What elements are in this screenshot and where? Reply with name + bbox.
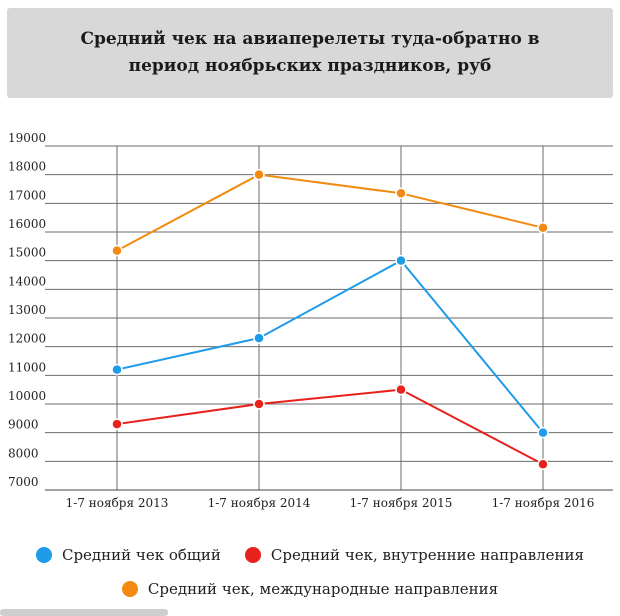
legend-swatch-international <box>121 581 138 597</box>
data-point[interactable] <box>253 332 265 344</box>
legend-row-2: Средний чек, международные направления <box>0 577 620 601</box>
line-chart: 7000 8000 9000 10000 11000 12000 13000 14000 150… <box>8 131 613 510</box>
y-tick-label: 18000 <box>8 160 46 174</box>
series-line <box>116 388 544 466</box>
data-point[interactable] <box>111 418 123 430</box>
data-point[interactable] <box>537 221 549 234</box>
y-tick-label: 7000 <box>8 475 39 489</box>
y-tick-label: 9000 <box>8 418 39 432</box>
y-tick-label: 14000 <box>8 274 46 288</box>
legend-label-domestic: Средний чек, внутренние направления <box>270 546 585 564</box>
y-tick-label: 15000 <box>8 246 46 260</box>
data-point[interactable] <box>111 363 123 376</box>
y-tick-label: 10000 <box>8 389 46 403</box>
legend-label-international: Средний чек, международные направления <box>147 580 499 598</box>
data-point[interactable] <box>111 244 123 257</box>
x-tick-label: 1-7 ноября 2013 <box>66 496 169 510</box>
legend-label-total: Средний чек общий <box>61 546 221 564</box>
y-tick-label: 8000 <box>8 446 39 460</box>
data-point[interactable] <box>395 254 407 267</box>
legend-item-international: Средний чек, международные направления <box>121 580 499 598</box>
data-point[interactable] <box>253 398 265 410</box>
legend-item-total: Средний чек общий <box>35 546 221 564</box>
x-tick-label: 1-7 ноября 2015 <box>350 496 453 510</box>
legend-item-domestic: Средний чек, внутренние направления <box>244 546 585 564</box>
data-point[interactable] <box>395 383 407 396</box>
data-point[interactable] <box>537 458 549 470</box>
series-line <box>116 259 544 434</box>
legend-swatch-domestic <box>244 547 261 563</box>
x-tick-label: 1-7 ноября 2016 <box>492 496 595 510</box>
chart-legend: Средний чек общий Средний чек, внутренни… <box>0 543 620 601</box>
chart-title-box: Средний чек на авиаперелеты туда-обратно… <box>7 8 613 98</box>
y-tick-label: 12000 <box>8 332 46 346</box>
chart-title: Средний чек на авиаперелеты туда-обратно… <box>80 29 540 76</box>
x-tick-label: 1-7 ноября 2014 <box>208 496 311 510</box>
data-point[interactable] <box>253 168 265 181</box>
y-tick-label: 11000 <box>8 360 46 374</box>
y-tick-label: 19000 <box>8 131 46 145</box>
y-tick-label: 13000 <box>8 303 46 317</box>
horizontal-scrollbar[interactable] <box>0 609 168 616</box>
legend-swatch-total <box>35 547 52 563</box>
series-line <box>116 173 544 252</box>
data-point[interactable] <box>395 187 407 200</box>
y-tick-label: 16000 <box>8 217 46 231</box>
y-tick-label: 17000 <box>8 188 46 202</box>
data-point[interactable] <box>537 426 549 439</box>
legend-row-1: Средний чек общий Средний чек, внутренни… <box>0 543 620 567</box>
